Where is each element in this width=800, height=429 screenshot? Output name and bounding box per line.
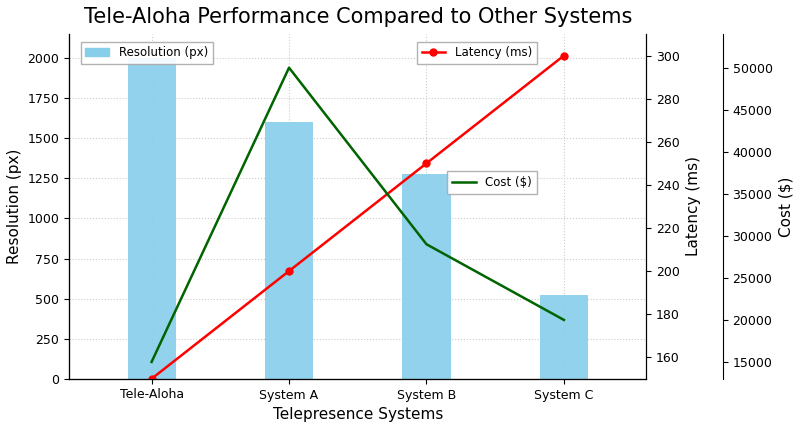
Bar bbox=[127, 58, 176, 379]
Y-axis label: Resolution (px): Resolution (px) bbox=[7, 149, 22, 264]
Bar bbox=[265, 122, 313, 379]
Legend: Cost ($): Cost ($) bbox=[447, 171, 537, 193]
Y-axis label: Latency (ms): Latency (ms) bbox=[686, 157, 701, 257]
X-axis label: Telepresence Systems: Telepresence Systems bbox=[273, 407, 443, 422]
Bar bbox=[402, 174, 450, 379]
Y-axis label: Cost ($): Cost ($) bbox=[778, 176, 793, 237]
Title: Tele-Aloha Performance Compared to Other Systems: Tele-Aloha Performance Compared to Other… bbox=[83, 7, 632, 27]
Bar bbox=[540, 296, 588, 379]
